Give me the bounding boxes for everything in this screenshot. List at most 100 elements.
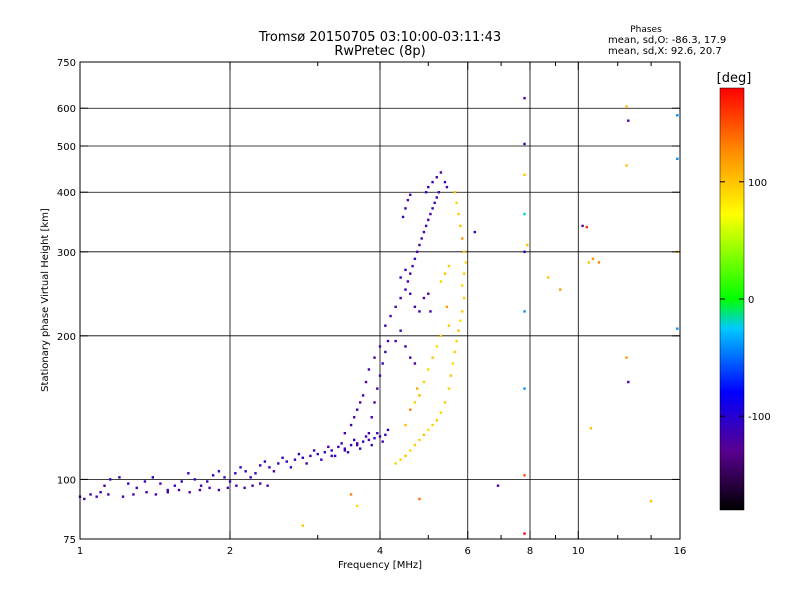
data-point [443,272,447,275]
data-point [118,476,121,479]
data-point [404,288,407,291]
data-point [132,493,135,496]
data-point [217,470,221,473]
data-point [254,472,257,475]
data-point [429,310,432,313]
data-point [352,416,356,419]
data-point [239,466,242,469]
data-point [109,478,112,481]
data-point [404,454,407,458]
data-point [439,171,443,174]
data-point [455,339,458,343]
data-point [401,215,405,219]
data-point [352,438,356,442]
data-point [373,356,376,359]
data-point [447,387,451,390]
x-tick-label: 6 [465,546,471,557]
data-point [355,442,359,445]
data-point [259,482,262,485]
data-point [285,460,288,463]
data-point [422,380,426,384]
data-point [587,261,591,264]
data-point [597,261,601,264]
grid [80,62,680,539]
data-points [78,96,679,535]
data-point [625,164,628,167]
data-point [323,451,327,454]
data-point [418,310,421,313]
data-point [378,374,382,377]
data-point [384,433,387,437]
data-point [145,491,148,494]
data-point [386,428,390,432]
data-point [427,185,430,189]
data-point [462,272,466,275]
data-point [464,261,468,264]
y-tick-label: 100 [57,475,76,486]
x-tick-label: 2 [227,546,233,557]
data-point [337,445,340,449]
data-point [404,423,407,427]
data-point [249,476,252,479]
data-point [378,345,382,348]
data-point [455,201,458,205]
data-point [301,456,305,459]
phase-info-line-x: mean, sd,X: 92.6, 20.7 [608,46,722,57]
data-point [263,460,267,463]
data-point [259,464,262,467]
data-point [461,310,464,313]
data-point [546,276,550,279]
data-point [418,394,421,397]
data-point [427,428,430,432]
phase-info-heading: Phases [630,25,662,35]
colorbar-label: [deg] [717,71,752,86]
data-point [418,497,421,501]
data-point [625,356,628,359]
data-point [208,486,211,490]
data-point [523,96,526,100]
data-point [439,280,443,283]
data-point [625,105,628,108]
data-point [457,212,460,216]
data-point [349,443,353,447]
data-point [127,482,130,485]
data-point [349,493,353,496]
data-point [431,356,434,359]
data-point [435,196,438,199]
data-point [445,305,449,309]
data-point [83,497,86,501]
data-point [330,454,333,458]
data-point [523,212,526,216]
data-point [343,447,347,450]
data-point [413,401,417,404]
data-point [187,472,190,475]
data-point [346,451,350,454]
data-point [523,387,526,390]
data-point [340,442,343,445]
y-tick-label: 300 [57,248,76,259]
data-point [439,334,443,338]
data-point [585,225,588,229]
data-point [266,484,269,487]
data-point [103,484,106,487]
data-point [581,224,584,228]
data-point [409,193,412,197]
x-tick-label: 10 [572,546,585,557]
data-point [355,443,359,447]
data-point [435,419,438,422]
data-point [431,207,434,210]
data-point [173,484,177,487]
data-point [427,218,430,222]
data-point [151,476,155,479]
data-point [559,288,562,291]
data-point [523,474,526,477]
data-point [381,362,384,365]
data-point [386,339,390,343]
data-point [301,524,305,527]
data-point [404,268,407,272]
data-point [370,416,373,419]
data-point [429,212,432,216]
data-point [627,119,630,122]
data-point [627,380,630,384]
data-point [413,362,417,365]
